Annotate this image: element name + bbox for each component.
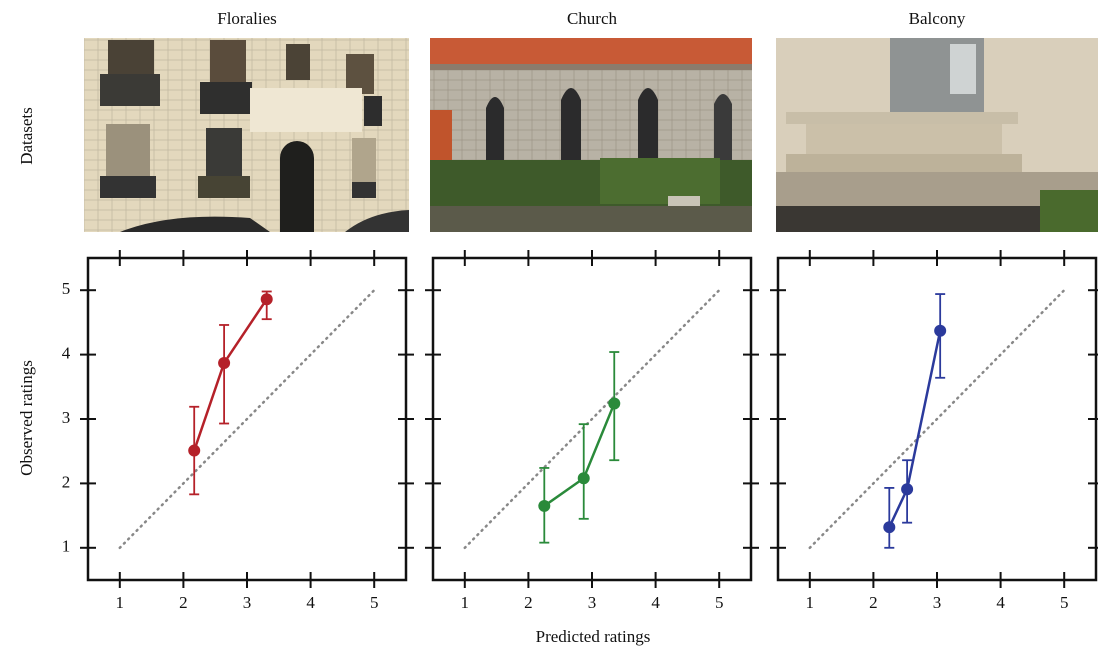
x-tick-label: 3 (588, 593, 597, 612)
point (883, 521, 896, 534)
photo-floralies (84, 38, 409, 232)
identity-line (118, 288, 376, 550)
panel-frame (776, 256, 1098, 582)
panel-title: Balcony (909, 9, 966, 28)
x-tick-label: 2 (869, 593, 878, 612)
point (934, 324, 947, 337)
x-tick-label: 1 (806, 593, 815, 612)
x-tick-label: 4 (996, 593, 1005, 612)
x-tick-label: 5 (715, 593, 724, 612)
identity-line (808, 288, 1066, 550)
x-tick-label: 1 (461, 593, 470, 612)
x-tick-label: 4 (651, 593, 660, 612)
y-tick-label: 1 (62, 537, 71, 556)
x-tick-label: 2 (179, 593, 188, 612)
series-line (888, 330, 942, 528)
y-tick-label: 3 (62, 408, 71, 427)
panel-frame (431, 256, 753, 582)
point (188, 444, 201, 457)
panel-frame (86, 256, 408, 582)
point (901, 483, 914, 496)
point (538, 499, 551, 512)
x-tick-label: 1 (116, 593, 125, 612)
photo-church (430, 38, 752, 232)
x-tick-label: 5 (370, 593, 379, 612)
error-bar (219, 324, 230, 425)
x-tick-label: 2 (524, 593, 533, 612)
y-axis-label: Observed ratings (17, 360, 36, 476)
identity-line (463, 288, 721, 550)
point (577, 472, 590, 485)
x-tick-label: 3 (933, 593, 942, 612)
y-tick-label: 2 (62, 472, 71, 491)
point (218, 356, 231, 369)
point (608, 397, 621, 410)
panel-title: Floralies (217, 9, 277, 28)
x-tick-label: 4 (306, 593, 315, 612)
x-tick-label: 5 (1060, 593, 1069, 612)
row-label: Datasets (17, 107, 36, 165)
photo-balcony (776, 38, 1098, 232)
panel-title: Church (567, 9, 618, 28)
series-line (193, 298, 268, 451)
point (260, 293, 273, 306)
x-axis-label: Predicted ratings (536, 627, 651, 646)
error-bar (884, 487, 895, 549)
error-bar (578, 423, 589, 520)
y-tick-label: 5 (62, 279, 71, 298)
y-tick-label: 4 (62, 344, 71, 363)
x-tick-label: 3 (243, 593, 252, 612)
series-line (543, 403, 616, 507)
